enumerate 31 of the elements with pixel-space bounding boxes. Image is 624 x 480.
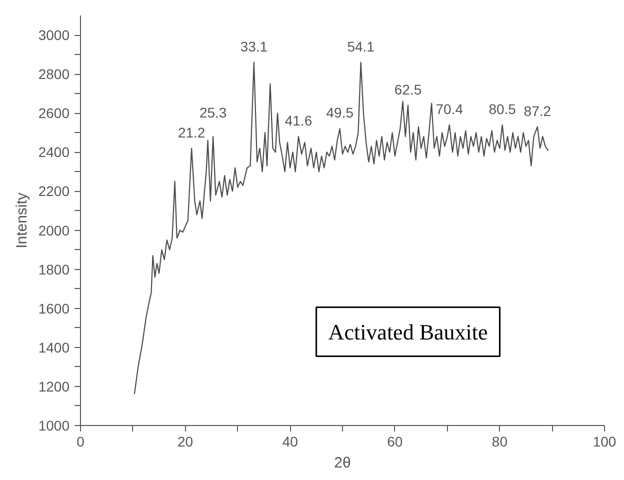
annotation: 25.3 xyxy=(199,104,227,121)
x-tick-label: 20 xyxy=(178,434,194,450)
annotation: 33.1 xyxy=(240,38,268,54)
annotation: 54.1 xyxy=(347,38,375,54)
y-tick-label: 3000 xyxy=(38,27,70,44)
y-tick-label: 2000 xyxy=(38,222,70,238)
y-tick-label: 2200 xyxy=(38,183,70,200)
x-tick-label: 60 xyxy=(387,434,403,450)
x-tick-label: 100 xyxy=(592,434,616,450)
y-tick-label: 1800 xyxy=(38,261,70,278)
y-tick-label: 2800 xyxy=(38,66,70,82)
y-tick-label: 1000 xyxy=(38,418,70,434)
x-tick-label: 40 xyxy=(282,434,298,450)
line-series xyxy=(134,62,548,394)
x-tick-label: 80 xyxy=(492,434,508,450)
annotation: 41.6 xyxy=(284,112,312,129)
y-tick-label: 1200 xyxy=(38,378,70,394)
annotation: 80.5 xyxy=(488,100,516,117)
x-axis-title: 2θ xyxy=(334,454,351,472)
y-tick-label: 1400 xyxy=(38,339,70,356)
annotation: 49.5 xyxy=(326,104,354,121)
x-tick-label: 0 xyxy=(76,434,85,450)
y-axis-title: Intensity xyxy=(13,192,30,248)
y-tick-label: 2400 xyxy=(38,144,70,160)
annotation: Activated Bauxite xyxy=(328,319,488,344)
annotation: 62.5 xyxy=(394,81,422,98)
annotation: 87.2 xyxy=(524,102,552,119)
annotation: 21.2 xyxy=(178,124,206,140)
y-tick-label: 2600 xyxy=(38,105,70,122)
annotation: 70.4 xyxy=(436,100,464,117)
y-tick-label: 1600 xyxy=(38,300,70,316)
